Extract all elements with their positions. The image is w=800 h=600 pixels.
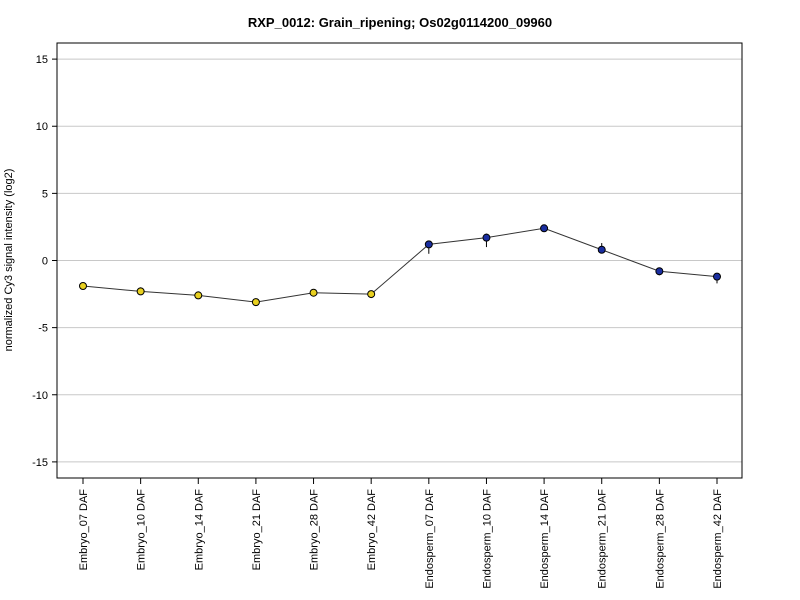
data-point bbox=[597, 245, 606, 254]
data-point bbox=[367, 290, 376, 299]
y-tick-label: -5 bbox=[38, 323, 48, 335]
x-axis-ticks: Embryo_07 DAF Embryo_10 DAF Embryo_14 DAF E… bbox=[78, 478, 724, 589]
series-polyline bbox=[82, 227, 718, 303]
x-tick-label: Embryo_07 DAF bbox=[78, 489, 90, 571]
data-point bbox=[540, 224, 549, 233]
x-tick-label: Embryo_10 DAF bbox=[136, 489, 148, 571]
data-point bbox=[79, 282, 87, 291]
y-tick-label: -15 bbox=[32, 457, 48, 469]
data-point bbox=[194, 291, 203, 300]
data-point bbox=[655, 267, 664, 276]
x-tick-label: Embryo_28 DAF bbox=[309, 489, 321, 571]
y-tick-label: 0 bbox=[42, 256, 48, 268]
y-axis-label: normalized Cy3 signal intensity (log2) bbox=[3, 169, 15, 352]
x-tick-label: Endosperm_14 DAF bbox=[539, 489, 551, 589]
data-point bbox=[309, 288, 318, 297]
x-tick-label: Embryo_21 DAF bbox=[251, 489, 263, 571]
error-bars bbox=[82, 225, 718, 304]
gridlines bbox=[57, 58, 742, 463]
data-points bbox=[79, 224, 721, 307]
x-tick-label: Endosperm_42 DAF bbox=[712, 489, 724, 589]
x-tick-label: Endosperm_10 DAF bbox=[481, 489, 493, 589]
x-tick-label: Endosperm_28 DAF bbox=[654, 489, 666, 589]
y-tick-label: 10 bbox=[36, 121, 48, 133]
y-axis-ticks: -15 -10 -5 0 5 10 15 bbox=[32, 54, 57, 469]
x-tick-label: Embryo_14 DAF bbox=[193, 489, 205, 571]
data-point bbox=[713, 272, 721, 281]
data-point bbox=[136, 287, 145, 296]
y-tick-label: 15 bbox=[36, 54, 48, 66]
y-tick-label: -10 bbox=[32, 390, 48, 402]
x-tick-label: Endosperm_21 DAF bbox=[597, 489, 609, 589]
y-tick-label: 5 bbox=[42, 188, 48, 200]
data-point bbox=[424, 240, 433, 249]
x-tick-label: Endosperm_07 DAF bbox=[424, 489, 436, 589]
chart-title: RXP_0012: Grain_ripening; Os02g0114200_0… bbox=[248, 15, 552, 30]
data-point bbox=[482, 233, 491, 242]
x-tick-label: Embryo_42 DAF bbox=[366, 489, 378, 571]
series-line bbox=[82, 227, 718, 303]
data-point bbox=[251, 298, 260, 307]
